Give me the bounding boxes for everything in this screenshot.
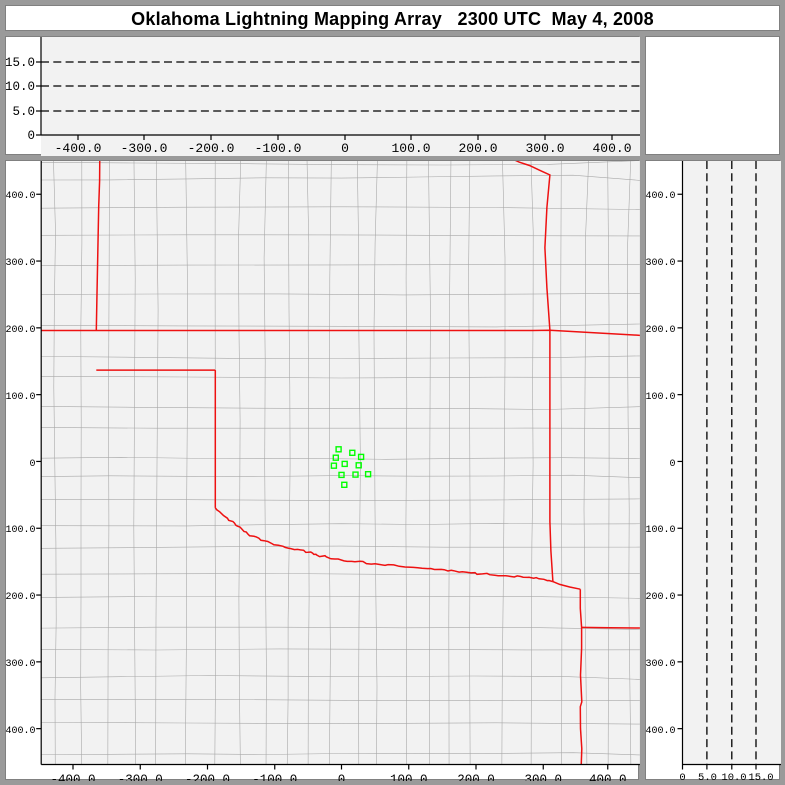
svg-text:100.0: 100.0 (6, 392, 36, 403)
svg-text:200.0: 200.0 (457, 773, 495, 781)
svg-text:-300.0: -300.0 (646, 659, 676, 670)
svg-text:200.0: 200.0 (646, 325, 676, 336)
svg-text:0: 0 (679, 772, 685, 781)
svg-text:100.0: 100.0 (391, 141, 430, 156)
svg-text:0: 0 (29, 459, 35, 470)
svg-text:10.0: 10.0 (721, 772, 746, 781)
svg-text:200.0: 200.0 (6, 325, 36, 336)
svg-text:0: 0 (27, 129, 35, 143)
svg-text:-400.0: -400.0 (6, 726, 36, 737)
svg-text:300.0: 300.0 (6, 258, 36, 269)
svg-text:15.0: 15.0 (748, 772, 773, 781)
svg-text:-200.0: -200.0 (6, 592, 36, 603)
svg-text:-100.0: -100.0 (252, 773, 297, 781)
svg-text:-200.0: -200.0 (646, 592, 676, 603)
svg-text:-400.0: -400.0 (646, 726, 676, 737)
svg-text:400.0: 400.0 (589, 773, 627, 781)
svg-text:-100.0: -100.0 (255, 141, 302, 156)
svg-text:0: 0 (669, 459, 675, 470)
svg-text:300.0: 300.0 (646, 258, 676, 269)
svg-text:-300.0: -300.0 (6, 659, 36, 670)
svg-text:100.0: 100.0 (646, 392, 676, 403)
svg-text:-200.0: -200.0 (185, 773, 230, 781)
svg-text:15.0: 15.0 (6, 56, 35, 70)
svg-text:-300.0: -300.0 (118, 773, 163, 781)
svg-text:-200.0: -200.0 (188, 141, 235, 156)
svg-text:200.0: 200.0 (458, 141, 497, 156)
svg-text:-400.0: -400.0 (55, 141, 102, 156)
svg-text:-100.0: -100.0 (646, 525, 676, 536)
svg-text:0: 0 (341, 141, 349, 156)
svg-text:300.0: 300.0 (525, 141, 564, 156)
svg-text:100.0: 100.0 (390, 773, 428, 781)
svg-text:400.0: 400.0 (6, 191, 36, 202)
svg-text:400.0: 400.0 (646, 191, 676, 202)
svg-text:5.0: 5.0 (698, 772, 717, 781)
svg-text:10.0: 10.0 (6, 80, 35, 94)
svg-text:400.0: 400.0 (592, 141, 631, 156)
svg-text:300.0: 300.0 (524, 773, 562, 781)
svg-text:-400.0: -400.0 (50, 773, 95, 781)
svg-text:-100.0: -100.0 (6, 525, 36, 536)
svg-text:0: 0 (338, 773, 346, 781)
svg-text:-300.0: -300.0 (121, 141, 168, 156)
svg-text:5.0: 5.0 (12, 105, 35, 119)
